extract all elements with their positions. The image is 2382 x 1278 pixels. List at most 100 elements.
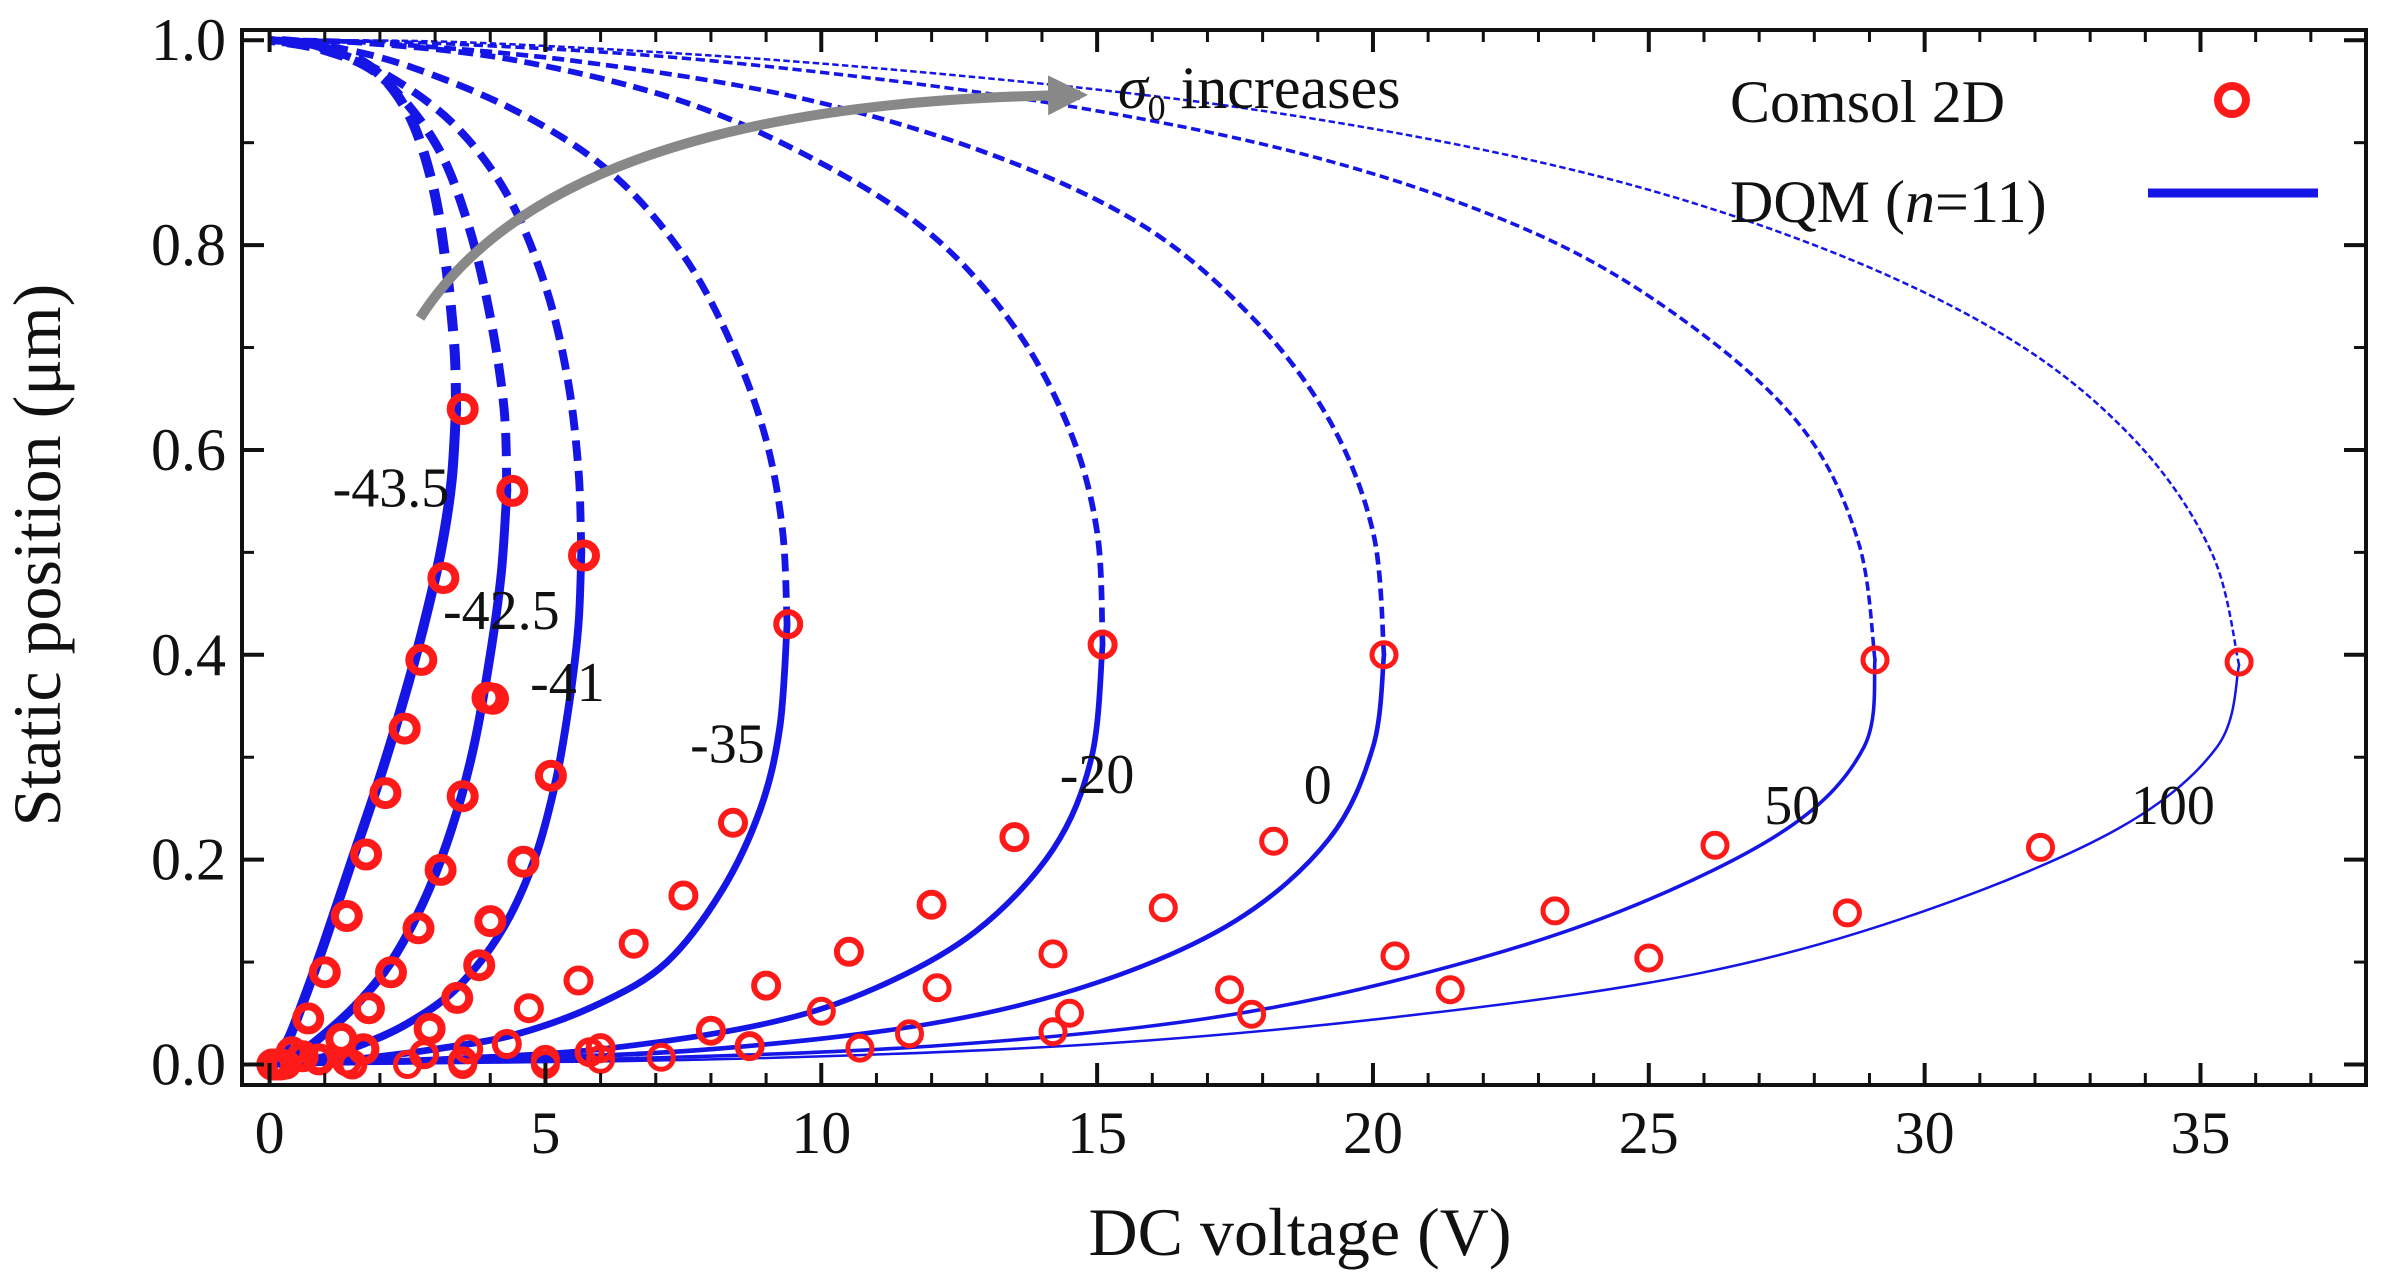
comsol-point-m43_5 (369, 777, 402, 810)
comsol-point-100 (1634, 943, 1664, 973)
comsol-point-50 (1700, 830, 1730, 860)
comsol-point-m35 (668, 880, 699, 911)
comsol-point-m35 (773, 609, 804, 640)
x-tick-label: 20 (1343, 1100, 1403, 1166)
comsol-point-m41 (463, 949, 496, 982)
comsol-point-m43_5 (446, 393, 479, 425)
comsol-point-m42_5 (352, 992, 385, 1025)
comsol-point-0 (646, 1042, 676, 1072)
curve-unstable-m43_5 (268, 35, 462, 410)
curve-unstable-100 (269, 38, 2241, 666)
x-tick-labels: 0 5 10 15 20 25 30 35 (255, 1100, 2231, 1166)
comsol-point-0 (1259, 826, 1289, 856)
comsol-point-50 (586, 1044, 616, 1074)
curve-unstable-m20 (269, 37, 1106, 645)
comsol-point-m41 (568, 539, 600, 572)
comsol-point-m41 (477, 682, 509, 715)
comsol-point-m35 (618, 928, 649, 959)
y-tick-label: 0.2 (151, 827, 226, 893)
curve-label-m42_5: -42.5 (443, 580, 560, 642)
comsol-point-m20 (337, 1049, 368, 1080)
curve-label-m43_5: -43.5 (333, 457, 450, 519)
comsol-point-m43_5 (405, 643, 438, 676)
y-tick-labels: 0.0 0.2 0.4 0.6 0.8 1.0 (151, 7, 226, 1097)
comsol-point-0 (1369, 640, 1399, 670)
curve-stable-m35 (266, 620, 791, 1068)
comsol-point-m42_5 (446, 780, 479, 813)
y-tick-label: 1.0 (151, 7, 226, 73)
comsol-point-m41 (474, 905, 507, 938)
comsol-point-0 (922, 973, 952, 1003)
curve-unstable-0 (269, 37, 1387, 656)
comsol-point-100 (1237, 999, 1267, 1029)
legend-dqm-part1: DQM ( (1730, 169, 1905, 235)
curve-unstable-m35 (269, 36, 791, 625)
x-tick-label: 0 (255, 1100, 285, 1166)
comsol-point-m41 (534, 759, 567, 792)
comsol-markers (256, 393, 2254, 1081)
comsol-point-m35 (271, 1049, 302, 1080)
curve-label-m20: -20 (1060, 744, 1135, 806)
curve-label-50: 50 (1764, 775, 1820, 837)
sigma-increases-text: increases (1166, 55, 1401, 121)
comsol-point-50 (1215, 975, 1244, 1005)
curve-label-m41: -41 (530, 652, 605, 714)
curve-label-100: 100 (2131, 775, 2215, 837)
y-tick-label: 0.4 (151, 622, 226, 688)
legend-label-dqm: DQM (n=11) (1730, 169, 2047, 235)
model-curves (264, 35, 2241, 1070)
legend-label-comsol: Comsol 2D (1730, 69, 2005, 135)
comsol-point-50 (1380, 941, 1410, 971)
x-tick-label: 25 (1619, 1100, 1679, 1166)
curve-unstable-50 (269, 38, 1877, 661)
comsol-point-m42_5 (424, 853, 457, 886)
curve-label-m35: -35 (690, 713, 765, 775)
comsol-point-m43_5 (388, 712, 421, 745)
sigma-annotation: σ0 increases (415, 55, 1400, 321)
comsol-point-50 (448, 1050, 478, 1079)
comsol-point-m41 (441, 981, 474, 1014)
increase-arrow (415, 75, 1088, 321)
comsol-point-0 (806, 996, 836, 1026)
comsol-point-m20 (833, 936, 864, 967)
plot-frame (240, 28, 2368, 1087)
comsol-point-50 (1055, 998, 1084, 1028)
comsol-point-m42_5 (496, 474, 529, 507)
comsol-point-m35 (513, 993, 544, 1024)
curve-unstable-m41 (269, 36, 586, 553)
comsol-point-m35 (563, 965, 594, 996)
y-tick-label: 0.8 (151, 212, 226, 278)
comsol-point-100 (1435, 975, 1465, 1005)
comsol-point-m41 (413, 1012, 446, 1045)
y-axis-title: Static position (μm) (0, 284, 75, 827)
comsol-point-0 (1038, 939, 1068, 969)
curve-unstable-m42_5 (268, 35, 512, 492)
legend: Comsol 2D DQM (n=11) (1730, 69, 2318, 235)
comsol-point-m43_5 (292, 1002, 325, 1035)
comsol-point-m20 (999, 822, 1030, 853)
y-tick-label: 0.6 (151, 417, 226, 483)
sigma-label: σ0 increases (1118, 55, 1400, 128)
comsol-point-m43_5 (330, 900, 363, 932)
comsol-point-100 (2224, 647, 2254, 677)
comsol-point-50 (1540, 896, 1570, 926)
legend-dqm-n: n (1905, 169, 1935, 235)
comsol-point-100 (1038, 1017, 1068, 1047)
axis-ticks (242, 30, 2366, 1085)
x-tick-label: 5 (530, 1100, 560, 1166)
comsol-point-m42_5 (375, 956, 407, 989)
comsol-point-m20 (695, 1015, 726, 1046)
comsol-point-m20 (916, 889, 947, 920)
y-tick-label: 0.0 (151, 1032, 226, 1098)
x-tick-label: 30 (1895, 1100, 1955, 1166)
comsol-point-m20 (585, 1033, 616, 1064)
comsol-point-m35 (718, 807, 748, 838)
comsol-point-m20 (1087, 629, 1118, 660)
curve-label-0: 0 (1304, 754, 1332, 816)
comsol-point-m43_5 (427, 562, 460, 594)
comsol-point-100 (735, 1031, 765, 1061)
comsol-point-100 (1832, 898, 1862, 928)
comsol-point-50 (895, 1019, 924, 1049)
comsol-point-m41 (507, 845, 540, 878)
